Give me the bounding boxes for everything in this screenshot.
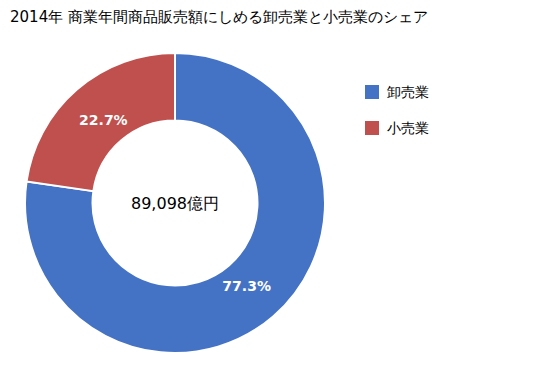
center-annotation: 89,098億円: [131, 194, 219, 213]
legend-item: 卸売業: [365, 84, 429, 100]
legend-item: 小売業: [365, 120, 429, 136]
chart-root: 2014年 商業年間商品販売額にしめる卸売業と小売業のシェア 77.3% 22.7%…: [0, 0, 560, 366]
chart-title: 2014年 商業年間商品販売額にしめる卸売業と小売業のシェア: [10, 8, 428, 26]
data-label: 77.3%: [222, 278, 271, 294]
pie-group: [25, 53, 325, 353]
legend-label: 卸売業: [387, 84, 429, 100]
donut-slice: [27, 53, 175, 191]
legend: 卸売業小売業: [365, 84, 429, 136]
donut-slice: [25, 53, 325, 353]
legend-label: 小売業: [387, 120, 429, 136]
legend-swatch: [365, 121, 379, 135]
data-labels: 77.3% 22.7%: [79, 112, 271, 294]
data-label: 22.7%: [79, 112, 128, 128]
legend-swatch: [365, 85, 379, 99]
